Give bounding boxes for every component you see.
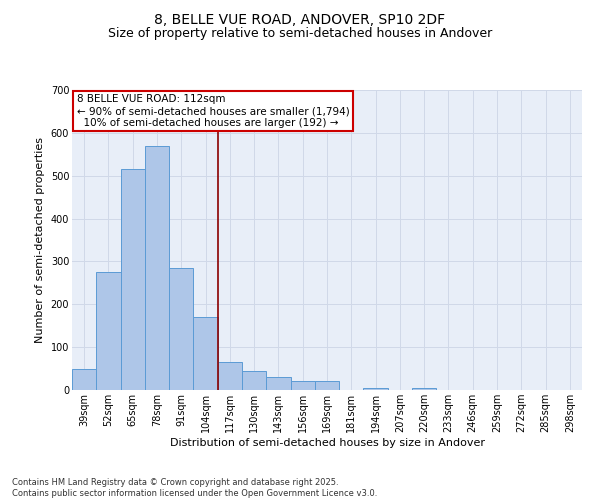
Bar: [242, 370, 266, 390]
Bar: [412, 388, 436, 390]
Text: Size of property relative to semi-detached houses in Andover: Size of property relative to semi-detach…: [108, 28, 492, 40]
Bar: [145, 146, 169, 390]
Bar: [315, 382, 339, 390]
Bar: [72, 368, 96, 390]
Bar: [193, 317, 218, 390]
Text: 8 BELLE VUE ROAD: 112sqm
← 90% of semi-detached houses are smaller (1,794)
  10%: 8 BELLE VUE ROAD: 112sqm ← 90% of semi-d…: [77, 94, 350, 128]
Bar: [218, 362, 242, 390]
Text: 8, BELLE VUE ROAD, ANDOVER, SP10 2DF: 8, BELLE VUE ROAD, ANDOVER, SP10 2DF: [154, 12, 446, 26]
Bar: [290, 382, 315, 390]
X-axis label: Distribution of semi-detached houses by size in Andover: Distribution of semi-detached houses by …: [170, 438, 485, 448]
Bar: [121, 170, 145, 390]
Y-axis label: Number of semi-detached properties: Number of semi-detached properties: [35, 137, 45, 343]
Bar: [169, 268, 193, 390]
Bar: [266, 377, 290, 390]
Bar: [364, 388, 388, 390]
Bar: [96, 272, 121, 390]
Text: Contains HM Land Registry data © Crown copyright and database right 2025.
Contai: Contains HM Land Registry data © Crown c…: [12, 478, 377, 498]
